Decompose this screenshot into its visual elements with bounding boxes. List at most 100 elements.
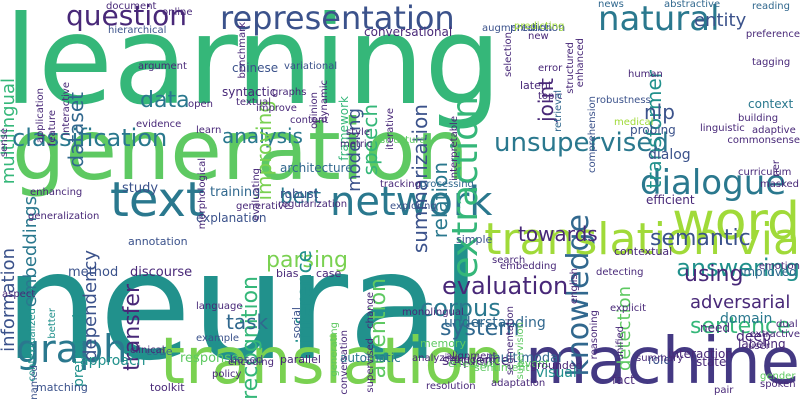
word-toolkit: toolkit xyxy=(150,381,185,394)
word-code: code xyxy=(146,345,173,358)
word-enhanced: enhanced xyxy=(575,38,586,88)
word-simple: simple xyxy=(456,233,493,246)
word-discourse: discourse xyxy=(130,265,193,280)
word-news: news xyxy=(598,0,624,10)
word-variational: variational xyxy=(284,61,338,72)
word-robustness: robustness xyxy=(596,95,651,106)
word-structural: structural xyxy=(380,135,429,146)
word-data: data xyxy=(140,88,190,113)
word-classification: classification xyxy=(12,124,168,152)
word-building: building xyxy=(738,113,779,124)
word-representation: representation xyxy=(220,0,455,37)
word-sentence: sentence xyxy=(690,314,791,339)
word-evidence: evidence xyxy=(136,119,182,130)
word-based: based xyxy=(230,353,264,366)
word-example: example xyxy=(196,333,240,344)
word-recognition: recognition xyxy=(238,276,263,400)
word-analysis: analysis xyxy=(222,124,303,148)
word-deep: deep xyxy=(736,329,771,345)
word-improve: improve xyxy=(256,103,297,114)
word-pretrained: pretrained xyxy=(71,314,87,388)
word-language: language xyxy=(196,301,243,312)
word-argument: argument xyxy=(138,61,187,72)
word-parsing: parsing xyxy=(266,248,348,273)
word-chinese: chinese xyxy=(232,61,279,75)
word-matching: matching xyxy=(36,381,88,394)
word-dialogue: dialogue xyxy=(640,163,787,203)
word-conversation: conversation xyxy=(339,330,350,395)
word-interpretable: interpretable xyxy=(449,116,460,182)
word-multimodal: multimodal xyxy=(488,351,562,366)
word-learning: learning xyxy=(4,0,502,132)
word-evaluation: evaluation xyxy=(442,272,569,300)
word-spoken: spoken xyxy=(760,379,796,390)
word-corpus: corpus xyxy=(420,294,501,322)
word-human: human xyxy=(628,69,663,80)
word-emotion: emotion xyxy=(758,261,800,272)
word-explanation: explanation xyxy=(196,211,267,225)
word-latent: latent xyxy=(520,79,553,92)
word-graphs: graphs xyxy=(272,87,307,98)
word-translation-via: translation via xyxy=(484,214,800,265)
word-detecting: detecting xyxy=(596,267,644,278)
word-search: search xyxy=(492,255,526,266)
word-towards: towards xyxy=(518,222,598,246)
word-machine: machine xyxy=(524,325,800,399)
word-response: response xyxy=(180,351,240,366)
word-using: using xyxy=(684,262,744,287)
word-user: user xyxy=(748,341,770,352)
word-answering: answering xyxy=(676,254,800,282)
word-nlp: nlp xyxy=(644,100,675,124)
word-exploring: exploring xyxy=(390,201,437,212)
word-study: study xyxy=(122,181,159,196)
word-hierarchical: hierarchical xyxy=(108,25,167,36)
word-application: application xyxy=(35,88,46,144)
word-semantic: semantic xyxy=(650,226,751,251)
word-need: need xyxy=(700,321,730,335)
word-bias: bias xyxy=(276,267,299,280)
word-new: new xyxy=(528,31,549,42)
word-abstractive: abstractive xyxy=(664,0,721,10)
word-tagging: tagging xyxy=(752,57,791,68)
word-prediction: prediction xyxy=(510,21,566,34)
word-case: case xyxy=(316,267,342,280)
word-policy: policy xyxy=(212,369,242,380)
word-improved: improved xyxy=(740,265,797,279)
word-adaptive: adaptive xyxy=(752,125,796,136)
word-task: task xyxy=(226,310,269,334)
word-explicit: explicit xyxy=(610,303,646,314)
word-comprehension: comprehension xyxy=(587,96,598,174)
word-parallel: parallel xyxy=(280,353,321,366)
word-method: method xyxy=(68,265,119,280)
word-summary: summary xyxy=(636,353,684,364)
word-analyzing: analyzing xyxy=(412,353,461,364)
word-linguistic: linguistic xyxy=(700,123,745,134)
word-system: system xyxy=(440,316,520,341)
word-supervision: supervision xyxy=(515,322,526,380)
word-interaction: interaction xyxy=(668,347,733,361)
word-interactive: interactive xyxy=(61,82,72,136)
word-training: training xyxy=(210,185,261,200)
word-unified: unified xyxy=(615,326,626,361)
word-probing: probing xyxy=(630,123,676,137)
word-question: question xyxy=(66,0,187,32)
word-gender: gender xyxy=(760,371,796,382)
word-feature: feature xyxy=(47,110,58,147)
word-english: english xyxy=(569,268,580,304)
word-regularization: regularization xyxy=(278,199,348,210)
word-monolingual: monolingual xyxy=(402,307,464,318)
word-extractive: extractive xyxy=(749,329,800,340)
word-state: state xyxy=(696,355,727,369)
word-sequence: sequence xyxy=(442,353,510,369)
word-ner: ner xyxy=(771,160,782,177)
word-memory: memory xyxy=(420,337,466,350)
word-adaptation: adaptation xyxy=(491,378,546,389)
word-pair: pair xyxy=(714,385,734,396)
word-better: better xyxy=(47,308,58,339)
word-retrieval: retrieval xyxy=(553,90,564,132)
word-morphological: morphological xyxy=(197,158,208,230)
word-supervised: supervised xyxy=(365,338,376,393)
word-encoding: encoding xyxy=(228,357,274,368)
word-dialog: dialog xyxy=(648,147,691,163)
word-learn: learn xyxy=(196,125,222,136)
